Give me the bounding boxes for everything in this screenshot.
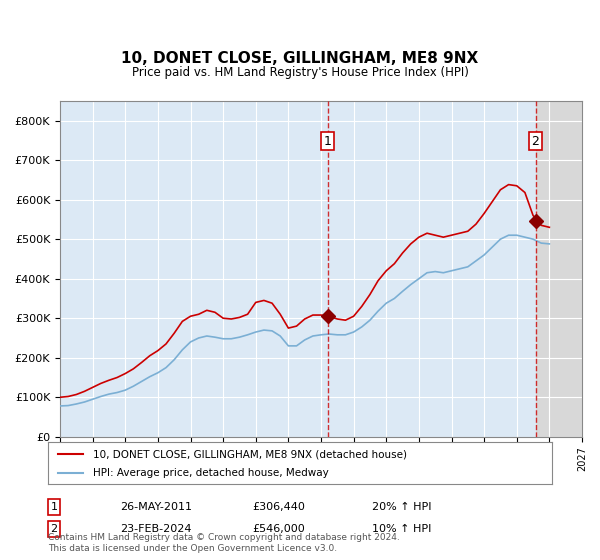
Text: £546,000: £546,000: [252, 524, 305, 534]
Text: 23-FEB-2024: 23-FEB-2024: [120, 524, 191, 534]
Text: 10, DONET CLOSE, GILLINGHAM, ME8 9NX: 10, DONET CLOSE, GILLINGHAM, ME8 9NX: [121, 52, 479, 66]
Bar: [536, 101, 582, 437]
Bar: [328, 101, 536, 437]
Text: 1: 1: [323, 134, 331, 148]
Text: £306,440: £306,440: [252, 502, 305, 512]
Text: 10, DONET CLOSE, GILLINGHAM, ME8 9NX (detached house): 10, DONET CLOSE, GILLINGHAM, ME8 9NX (de…: [94, 449, 407, 459]
Bar: [536, 101, 582, 437]
Text: Price paid vs. HM Land Registry's House Price Index (HPI): Price paid vs. HM Land Registry's House …: [131, 66, 469, 80]
Text: 10% ↑ HPI: 10% ↑ HPI: [372, 524, 431, 534]
Text: 1: 1: [50, 502, 58, 512]
Text: Contains HM Land Registry data © Crown copyright and database right 2024.
This d: Contains HM Land Registry data © Crown c…: [48, 533, 400, 553]
Text: 26-MAY-2011: 26-MAY-2011: [120, 502, 192, 512]
Text: 20% ↑ HPI: 20% ↑ HPI: [372, 502, 431, 512]
Text: HPI: Average price, detached house, Medway: HPI: Average price, detached house, Medw…: [94, 468, 329, 478]
Text: 2: 2: [532, 134, 539, 148]
Text: 2: 2: [50, 524, 58, 534]
